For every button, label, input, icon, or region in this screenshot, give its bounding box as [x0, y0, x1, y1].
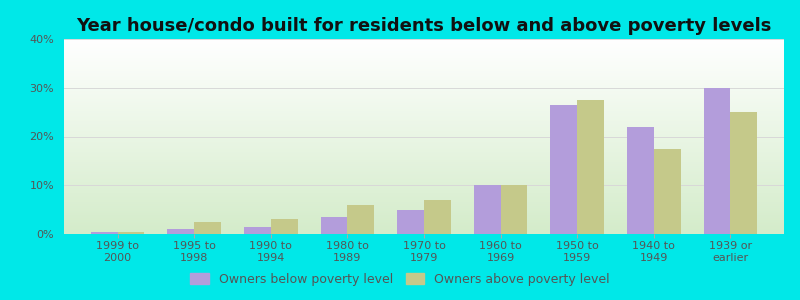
Bar	[550, 105, 577, 234]
Bar	[627, 127, 654, 234]
Legend: Owners below poverty level, Owners above poverty level: Owners below poverty level, Owners above…	[185, 268, 615, 291]
Bar	[167, 229, 194, 234]
Bar	[194, 222, 221, 234]
Bar	[474, 185, 501, 234]
Bar	[424, 200, 451, 234]
Bar	[501, 185, 527, 234]
Bar	[321, 217, 347, 234]
Bar	[577, 100, 604, 234]
Bar	[244, 227, 271, 234]
Title: Year house/condo built for residents below and above poverty levels: Year house/condo built for residents bel…	[76, 17, 772, 35]
Bar	[730, 112, 757, 234]
Bar	[397, 210, 424, 234]
Bar	[91, 232, 118, 234]
Bar	[347, 205, 374, 234]
Bar	[654, 149, 681, 234]
Bar	[271, 219, 298, 234]
Bar	[703, 88, 730, 234]
Bar	[118, 232, 145, 234]
